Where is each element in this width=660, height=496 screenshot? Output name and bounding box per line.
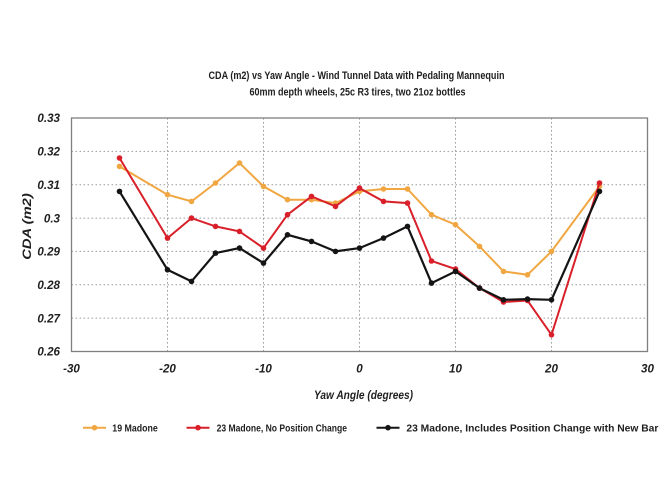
svg-text:Yaw Angle (degrees): Yaw Angle (degrees) xyxy=(314,390,413,402)
svg-text:0.27: 0.27 xyxy=(37,312,60,325)
svg-text:0: 0 xyxy=(356,362,363,375)
svg-text:0.3: 0.3 xyxy=(44,212,61,225)
svg-text:0.31: 0.31 xyxy=(37,179,60,192)
svg-text:60mm depth wheels, 25c R3 tire: 60mm depth wheels, 25c R3 tires, two 21o… xyxy=(250,87,466,99)
svg-text:-20: -20 xyxy=(159,362,176,375)
svg-text:0.28: 0.28 xyxy=(37,279,60,292)
svg-text:CDA (m2) vs Yaw Angle - Wind T: CDA (m2) vs Yaw Angle - Wind Tunnel Data… xyxy=(209,70,505,82)
svg-text:-10: -10 xyxy=(255,362,272,375)
svg-text:23 Madone, Includes Position C: 23 Madone, Includes Position Change with… xyxy=(406,424,658,435)
svg-text:CDA (m2): CDA (m2) xyxy=(22,193,34,260)
svg-text:0.29: 0.29 xyxy=(37,246,60,259)
svg-text:0.33: 0.33 xyxy=(37,112,60,125)
svg-text:23 Madone, No Position Change: 23 Madone, No Position Change xyxy=(217,424,348,435)
svg-text:0.32: 0.32 xyxy=(37,146,60,159)
svg-text:19 Madone: 19 Madone xyxy=(112,424,158,435)
svg-text:20: 20 xyxy=(544,362,558,375)
svg-text:0.26: 0.26 xyxy=(37,346,60,359)
svg-text:30: 30 xyxy=(641,362,654,375)
svg-text:-30: -30 xyxy=(63,362,80,375)
svg-text:10: 10 xyxy=(449,362,462,375)
